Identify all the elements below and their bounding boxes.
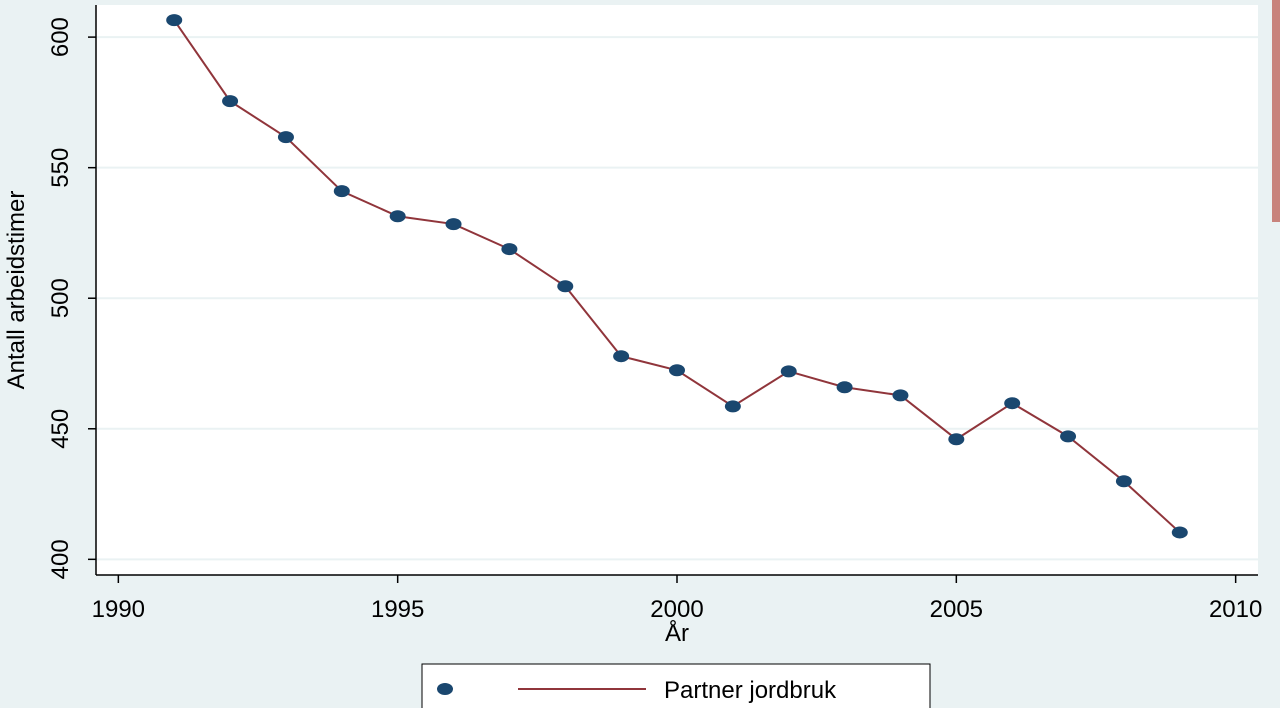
data-point [1004,397,1021,410]
data-point [277,131,294,144]
data-point [557,280,574,293]
data-point [222,95,239,108]
y-tick-label: 450 [47,409,74,449]
x-tick-label: 2005 [930,596,983,623]
data-point [501,243,518,256]
data-point [389,210,406,223]
y-tick-label: 500 [47,278,74,318]
data-point [1171,526,1188,539]
x-axis-title: År [665,619,689,647]
legend-label: Partner jordbruk [664,677,837,704]
legend-marker [437,683,453,695]
data-point [892,389,909,402]
photo-edge [1272,0,1280,222]
data-point [836,381,853,394]
data-point [166,14,183,27]
x-tick-label: 2010 [1209,596,1262,623]
data-point [1115,475,1132,488]
x-tick-label: 2000 [650,596,703,623]
y-tick-label: 600 [47,17,74,57]
legend: Partner jordbruk [437,677,837,704]
data-point [1060,430,1077,443]
data-point [613,350,630,363]
y-axis-title: Antall arbeidstimer [3,191,30,390]
data-point [948,433,965,446]
y-tick-label: 550 [47,148,74,188]
legend-box [421,663,931,708]
plot-area [96,5,1258,575]
data-point [724,400,741,413]
data-point [780,365,797,378]
y-tick-label: 400 [47,539,74,579]
x-tick-label: 1990 [92,596,145,623]
data-point [669,364,685,377]
x-tick-label: 1995 [371,596,424,623]
data-point [445,218,462,231]
data-point [333,185,350,198]
